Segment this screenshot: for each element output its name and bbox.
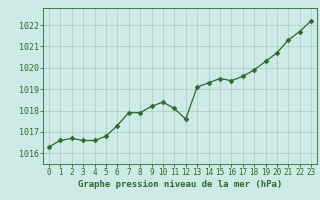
X-axis label: Graphe pression niveau de la mer (hPa): Graphe pression niveau de la mer (hPa) (78, 180, 282, 189)
